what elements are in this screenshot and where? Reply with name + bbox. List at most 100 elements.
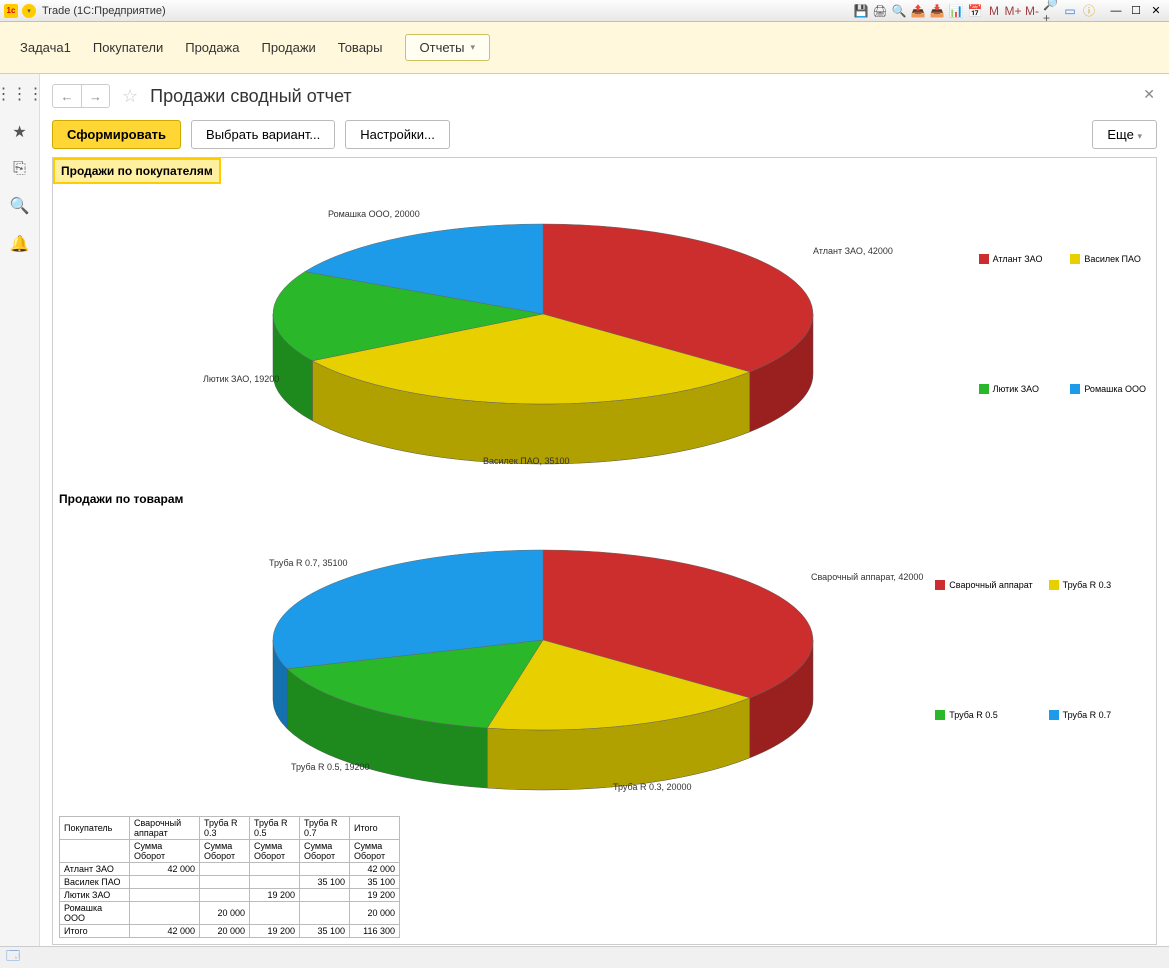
legend-swatch [935, 580, 945, 590]
legend-label: Ромашка ООО [1084, 384, 1146, 394]
app-menu-dropdown-icon[interactable]: ▾ [22, 4, 36, 18]
chart-callout: Сварочный аппарат, 42000 [811, 572, 923, 582]
legend-item: Труба R 0.7 [1049, 710, 1146, 720]
toolbar-icon-10[interactable]: 🔎+ [1043, 3, 1059, 19]
table-cell [200, 889, 250, 902]
status-icon: 🗔 [6, 947, 20, 969]
table-header: Покупатель [60, 817, 130, 840]
legend-item: Атлант ЗАО [979, 254, 1055, 264]
chart-callout: Лютик ЗАО, 19200 [203, 374, 279, 384]
table-row: Атлант ЗАО42 00042 000 [60, 863, 400, 876]
table-header: Итого [350, 817, 400, 840]
toolbar-icon-8[interactable]: M+ [1005, 3, 1021, 19]
table-subheader: Сумма Оборот [200, 840, 250, 863]
table-row: Лютик ЗАО19 20019 200 [60, 889, 400, 902]
window-title: Trade (1С:Предприятие) [42, 5, 166, 17]
menu-item-4[interactable]: Товары [338, 40, 383, 55]
menu-item-2[interactable]: Продажа [185, 40, 239, 55]
apps-icon[interactable]: ⋮⋮⋮ [0, 84, 44, 104]
window-controls: —☐✕ [1107, 4, 1165, 18]
legend-swatch [1049, 580, 1059, 590]
toolbar-icon-2[interactable]: 🔍 [891, 3, 907, 19]
chart-callout: Атлант ЗАО, 42000 [813, 246, 893, 256]
favorite-star-icon[interactable]: ☆ [122, 86, 138, 107]
legend-item: Труба R 0.3 [1049, 580, 1146, 590]
notifications-icon[interactable]: 🔔 [10, 234, 30, 254]
table-cell: 20 000 [200, 902, 250, 925]
table-cell [300, 889, 350, 902]
toolbar-icon-12[interactable]: ⓘ [1081, 3, 1097, 19]
table-cell: 19 200 [350, 889, 400, 902]
chart-callout: Труба R 0.3, 20000 [613, 782, 692, 792]
toolbar-icon-0[interactable]: 💾 [853, 3, 869, 19]
menu-item-1[interactable]: Покупатели [93, 40, 163, 55]
legend-swatch [1070, 384, 1080, 394]
app-logo-icon: 1c [4, 4, 18, 18]
close-button[interactable]: ✕ [1147, 4, 1165, 18]
titlebar: 1c ▾ Trade (1С:Предприятие) 💾🖨🔍📤📥📊📅MM+M-… [0, 0, 1169, 22]
toolbar-icon-3[interactable]: 📤 [910, 3, 926, 19]
table-subheader: Сумма Оборот [130, 840, 200, 863]
nav-forward-button[interactable]: → [81, 85, 109, 107]
table-cell [300, 902, 350, 925]
legend-swatch [979, 254, 989, 264]
legend-item: Василек ПАО [1070, 254, 1146, 264]
toolbar-icon-5[interactable]: 📊 [948, 3, 964, 19]
minimize-button[interactable]: — [1107, 4, 1125, 18]
legend-label: Сварочный аппарат [949, 580, 1032, 590]
reports-dropdown-button[interactable]: Отчеты ▾ [405, 34, 490, 61]
table-cell [200, 863, 250, 876]
toolbar-icon-7[interactable]: M [986, 3, 1002, 19]
settings-button[interactable]: Настройки... [345, 120, 450, 149]
nav-back-button[interactable]: ← [53, 85, 81, 107]
menu-item-0[interactable]: Задача1 [20, 40, 71, 55]
table-header: Труба R 0.5 [250, 817, 300, 840]
choose-variant-button[interactable]: Выбрать вариант... [191, 120, 335, 149]
toolbar-icon-11[interactable]: ▭ [1062, 3, 1078, 19]
table-cell [250, 902, 300, 925]
favorites-icon[interactable]: ★ [12, 122, 26, 142]
table-cell: 42 000 [130, 863, 200, 876]
chart2-area: Сварочный аппарат, 42000 Труба R 0.3, 200… [53, 510, 1156, 810]
table-cell: 35 100 [350, 876, 400, 889]
page-title: Продажи сводный отчет [150, 86, 351, 107]
chart-callout: Василек ПАО, 35100 [483, 456, 570, 466]
menu-item-3[interactable]: Продажи [261, 40, 315, 55]
table-cell: 116 300 [350, 925, 400, 938]
table-cell [130, 876, 200, 889]
table-cell [250, 863, 300, 876]
table-header: Сварочный аппарат [130, 817, 200, 840]
toolbar-icon-6[interactable]: 📅 [967, 3, 983, 19]
chart2-title: Продажи по товарам [53, 488, 189, 510]
legend-swatch [979, 384, 989, 394]
generate-button[interactable]: Сформировать [52, 120, 181, 149]
toolbar-icon-4[interactable]: 📥 [929, 3, 945, 19]
report-toolbar: Сформировать Выбрать вариант... Настройк… [52, 120, 1157, 149]
legend-swatch [1049, 710, 1059, 720]
clipboard-icon[interactable]: ⎘ [13, 160, 26, 178]
toolbar-icon-1[interactable]: 🖨 [872, 3, 888, 19]
maximize-button[interactable]: ☐ [1127, 4, 1145, 18]
table-cell: Атлант ЗАО [60, 863, 130, 876]
table-cell [250, 876, 300, 889]
reports-button-label: Отчеты [420, 40, 465, 55]
legend-label: Труба R 0.3 [1063, 580, 1111, 590]
table-cell: Лютик ЗАО [60, 889, 130, 902]
table-header: Труба R 0.3 [200, 817, 250, 840]
more-button[interactable]: Еще ▾ [1092, 120, 1157, 149]
legend-item: Труба R 0.5 [935, 710, 1032, 720]
close-tab-button[interactable]: ✕ [1143, 86, 1155, 103]
legend-label: Василек ПАО [1084, 254, 1141, 264]
table-row: Итого42 00020 00019 20035 100116 300 [60, 925, 400, 938]
legend-item: Лютик ЗАО [979, 384, 1055, 394]
search-icon[interactable]: 🔍 [10, 196, 30, 216]
table-cell: Василек ПАО [60, 876, 130, 889]
legend-item: Сварочный аппарат [935, 580, 1032, 590]
toolbar-icon-9[interactable]: M- [1024, 3, 1040, 19]
table-cell [130, 889, 200, 902]
more-button-label: Еще [1107, 127, 1133, 142]
table-cell: Ромашка ООО [60, 902, 130, 925]
content-area: ✕ ← → ☆ Продажи сводный отчет Сформирова… [40, 74, 1169, 946]
titlebar-toolbar: 💾🖨🔍📤📥📊📅MM+M-🔎+▭ⓘ [853, 3, 1097, 19]
table-row: Василек ПАО35 10035 100 [60, 876, 400, 889]
